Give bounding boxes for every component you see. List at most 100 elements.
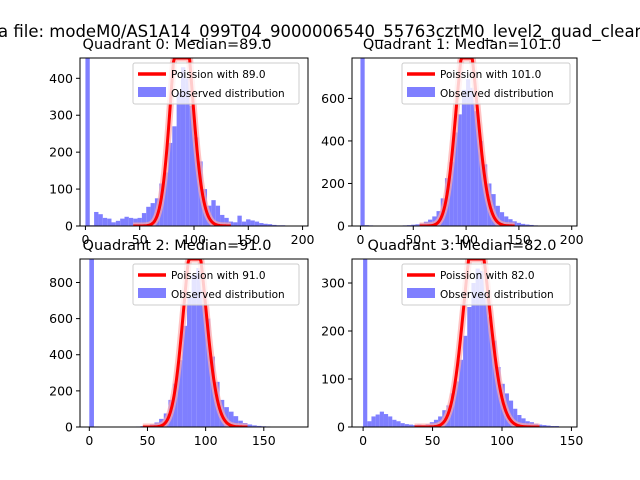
x-tick-label: 150: [252, 433, 276, 448]
histogram-bar: [102, 217, 108, 226]
y-tick-label: 0: [65, 219, 73, 234]
x-tick-label: 200: [560, 232, 584, 247]
histogram-bar: [185, 78, 190, 226]
histogram-bar: [467, 307, 472, 427]
histogram-bar: [360, 58, 365, 226]
poisson-curve: [130, 58, 234, 226]
histogram-bar: [529, 224, 534, 226]
y-tick-label: 200: [49, 145, 73, 160]
axes-frame: [351, 57, 578, 227]
legend-box: [132, 62, 300, 105]
histogram-bar: [180, 67, 186, 226]
y-tick-label: 200: [321, 324, 345, 339]
histogram-bar: [542, 425, 547, 427]
histogram-bar: [408, 424, 414, 427]
histogram-bar: [85, 58, 90, 226]
histogram-bar: [94, 211, 99, 226]
panel-quadrant-0: Quadrant 0: Median=89.0 0 50 100 150 200 0 10…: [49, 37, 314, 247]
histogram-bar: [367, 421, 372, 427]
y-tick-label: 200: [49, 383, 73, 398]
histogram-bar: [396, 421, 401, 427]
panel-title: Quadrant 1: Median=101.0: [363, 37, 561, 53]
y-tick-label: 0: [65, 420, 73, 435]
histogram-bar: [375, 414, 380, 427]
legend: Poission with 82.0 Observed distribution: [401, 263, 571, 306]
x-tick-label: 0: [356, 232, 364, 247]
histogram-bar: [115, 220, 121, 226]
legend-hist-label: Observed distribution: [171, 289, 285, 301]
y-tick-label: 200: [321, 176, 345, 191]
legend-hist-label: Observed distribution: [171, 88, 285, 100]
histogram-bar: [272, 224, 277, 226]
histogram-bar: [521, 223, 526, 226]
y-tick-label: 0: [337, 219, 345, 234]
legend-line-label: Poission with 82.0: [440, 270, 535, 282]
histogram-bar: [457, 114, 462, 226]
histogram-bar: [205, 318, 211, 427]
x-tick-label: 150: [560, 433, 584, 448]
histogram-bar: [400, 423, 405, 427]
histogram-bar: [241, 221, 247, 226]
histogram-bar: [233, 222, 238, 226]
histogram-bar: [98, 214, 103, 226]
histogram-bar: [508, 400, 514, 427]
panel-title: Quadrant 3: Median=82.0: [368, 238, 557, 254]
axes-frame: [79, 258, 309, 428]
histogram-bar: [89, 259, 94, 427]
y-tick-label: 300: [49, 108, 73, 123]
x-tick-label: 200: [291, 232, 315, 247]
histogram-bar: [483, 292, 489, 427]
y-tick-label: 100: [49, 182, 73, 197]
histogram-bar: [466, 79, 471, 226]
histogram-bar: [492, 340, 497, 427]
histogram-bar: [196, 268, 201, 427]
histogram-bar: [224, 217, 229, 226]
poisson-curve-line: [419, 58, 516, 226]
histogram-bar: [474, 111, 479, 226]
histogram-bar: [107, 218, 112, 226]
histogram-bar: [189, 106, 194, 226]
panel-title: Quadrant 0: Median=89.0: [83, 37, 272, 53]
y-axis-ticks: 0 100 200 300: [321, 276, 352, 435]
poisson-curve-line: [142, 259, 248, 427]
legend: Poission with 101.0 Observed distributio…: [401, 62, 571, 105]
histogram-bar: [458, 359, 464, 427]
y-tick-label: 400: [49, 347, 73, 362]
axes-frame: [351, 258, 578, 428]
legend-line-label: Poission with 101.0: [440, 69, 541, 81]
histogram-bar: [141, 213, 147, 226]
poisson-curve: [417, 58, 518, 226]
histogram-bar: [263, 223, 268, 226]
legend-hist-swatch: [407, 87, 435, 97]
histogram-bar: [176, 93, 181, 226]
y-axis-ticks: 0 100 200 300 400: [49, 71, 80, 234]
x-tick-label: 100: [454, 232, 478, 247]
histogram-bar: [411, 224, 416, 226]
histogram-bar: [461, 89, 467, 226]
histogram-bar: [150, 203, 155, 226]
x-tick-label: 50: [132, 232, 148, 247]
legend-hist-swatch: [138, 288, 166, 298]
histogram-bar: [211, 200, 216, 226]
histogram-bar: [137, 217, 142, 226]
y-axis-ticks: 0 200 400 600: [321, 91, 352, 234]
histogram-bar: [415, 224, 420, 226]
histogram-bar: [488, 316, 493, 427]
y-tick-label: 300: [321, 276, 345, 291]
histogram-bar: [233, 416, 239, 427]
x-tick-label: 150: [507, 232, 531, 247]
legend-box: [401, 263, 571, 306]
histogram-bar: [495, 205, 500, 226]
histogram-bar: [379, 411, 384, 427]
histogram-bar: [517, 415, 522, 427]
panel-quadrant-3: 0 50 100 150 0 100 200 300 Poission with 82.0 …: [321, 238, 583, 448]
histogram-bar: [383, 414, 389, 427]
histogram-bar: [504, 216, 509, 226]
poisson-curve: [140, 259, 250, 427]
x-tick-label: 50: [140, 433, 156, 448]
panel-title: Quadrant 2: Median=91.0: [83, 238, 272, 254]
x-tick-label: 100: [194, 433, 218, 448]
histogram-bar: [463, 335, 468, 427]
y-axis-ticks: 0 200 400 600 800: [49, 275, 80, 435]
histogram-bar: [404, 424, 409, 427]
